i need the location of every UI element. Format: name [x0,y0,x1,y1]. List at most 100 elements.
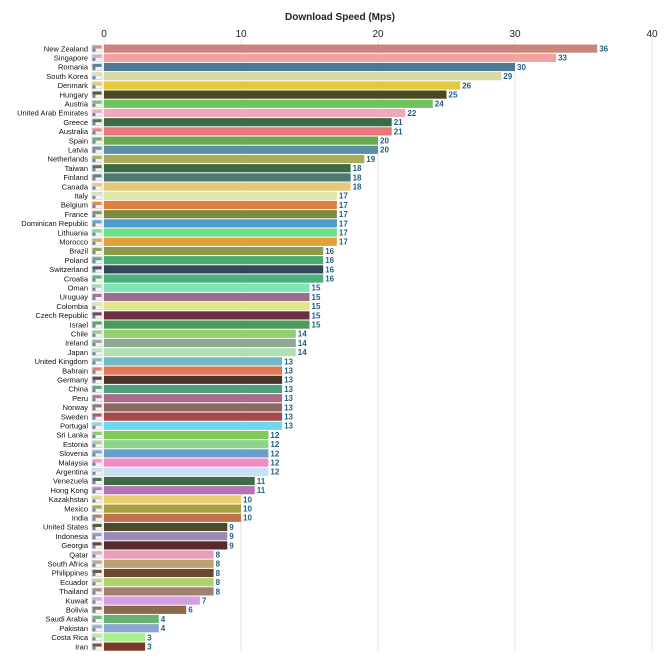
bar [104,154,365,164]
flag-icon [91,339,103,347]
x-tick-label: 20 [372,29,384,40]
value-label: 21 [394,127,403,136]
category-label: Philippines [52,569,89,578]
category-label: Kuwait [65,596,88,605]
value-label: 25 [449,91,458,100]
flag-icon [91,127,103,136]
category-label: Estonia [63,440,89,449]
value-label: 11 [257,486,266,495]
bar [104,283,310,292]
category-label: Portugal [60,422,88,431]
category-label: Singapore [54,54,88,63]
flag-icon [91,155,103,163]
value-label: 15 [312,321,321,330]
value-label: 18 [353,164,362,173]
flag-icon [91,422,103,430]
flag-icon [91,330,103,338]
bar [104,348,296,357]
category-label: Croatia [64,274,89,283]
value-label: 17 [339,219,348,228]
bar [104,596,200,605]
category-label: Saudi Arabia [45,615,88,624]
flag-icon [91,514,103,522]
category-label: Hong Kong [50,486,88,495]
value-label: 16 [325,256,334,265]
category-label: Sweden [61,412,88,421]
bar [104,495,241,504]
category-label: Denmark [58,81,89,90]
category-label: Norway [63,403,89,412]
bar [104,541,228,550]
category-label: Malaysia [58,458,88,467]
bar [104,421,283,430]
bar [104,90,447,99]
bar [104,614,159,624]
flag-icon [91,44,103,53]
category-label: Belgium [61,201,88,210]
value-label: 10 [243,514,252,523]
bar [104,246,324,256]
value-label: 17 [339,201,348,210]
value-label: 36 [599,45,608,54]
bar [104,384,283,394]
bar [104,357,283,366]
value-label: 16 [325,265,334,274]
value-label: 8 [216,587,221,596]
value-label: 8 [216,578,221,587]
value-label: 30 [517,63,526,72]
flag-icon [91,468,103,476]
flag-icon [91,440,103,448]
flag-icon [91,385,103,393]
value-label: 4 [161,624,166,633]
value-label: 24 [435,100,444,109]
category-label: France [65,210,88,219]
bar [104,210,337,219]
bar [104,127,392,136]
value-label: 9 [229,532,234,541]
flag-icon [91,265,103,274]
bar [104,265,324,274]
category-label: Canada [62,182,89,191]
category-label: United States [43,523,88,532]
category-label: Colombia [56,302,89,311]
category-label: India [72,514,89,523]
value-label: 8 [216,551,221,560]
category-label: Ecuador [60,578,88,587]
flag-icons [91,44,103,651]
flag-icon [91,284,103,292]
value-labels: 3633302926252422212120201918181817171717… [147,45,609,652]
value-label: 12 [270,440,279,449]
value-label: 13 [284,357,293,366]
value-label: 29 [503,72,512,81]
value-label: 17 [339,210,348,219]
value-label: 12 [270,431,279,440]
category-label: Netherlands [48,155,89,164]
flag-icon [91,394,103,402]
category-label: United Arab Emirates [17,109,88,118]
bar [104,458,269,467]
flag-icon [91,523,103,531]
bar [104,108,406,118]
category-label: United Kingdom [35,357,88,366]
value-label: 13 [284,376,293,385]
bar [104,486,255,495]
bar [104,578,214,587]
category-label: Uruguay [60,293,89,302]
flag-icon [91,219,103,228]
bar [104,228,337,237]
flag-icon [91,357,103,366]
value-label: 11 [257,477,266,486]
x-tick-label: 30 [509,29,521,40]
x-tick-label: 40 [646,29,658,40]
value-label: 13 [284,403,293,412]
category-label: Germany [57,376,88,385]
x-tick-label: 10 [235,29,247,40]
bar [104,256,324,265]
bar [104,550,214,559]
bar [104,338,296,348]
flag-icon [91,486,103,494]
value-label: 14 [298,348,307,357]
value-label: 22 [407,109,416,118]
bar [104,99,433,108]
